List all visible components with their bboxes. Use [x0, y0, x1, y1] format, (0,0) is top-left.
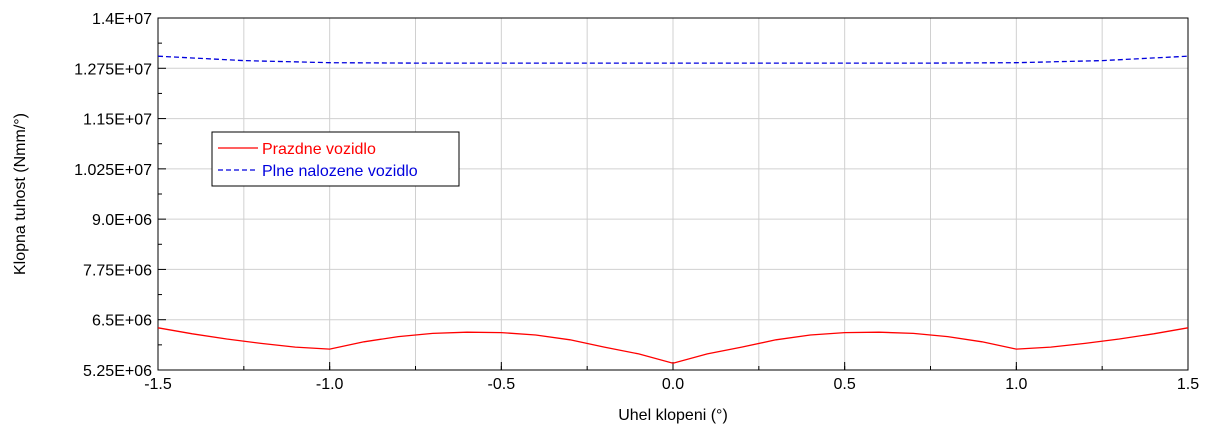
- x-tick-label: -0.5: [488, 376, 516, 393]
- y-tick-label: 6.5E+06: [92, 313, 152, 330]
- series-line-prazdne-vozidlo: [157, 327, 1189, 364]
- x-axis-ticks: -1.5 -1.0 -0.5 0.0 0.5 1.0 1.5: [144, 362, 1199, 393]
- y-tick-label: 5.25E+06: [83, 363, 152, 380]
- x-tick-label: -1.0: [316, 376, 344, 393]
- legend-label-prazdne-vozidlo: Prazdne vozidlo: [262, 141, 376, 158]
- series-lines: [157, 55, 1189, 364]
- legend-box: [211, 131, 460, 187]
- y-tick-label: 1.15E+07: [83, 112, 152, 129]
- y-tick-label: 1.025E+07: [74, 162, 152, 179]
- grid-lines: [157, 17, 1189, 371]
- legend: Prazdne vozidlo Plne nalozene vozidlo: [211, 131, 460, 187]
- y-tick-label: 7.75E+06: [83, 262, 152, 279]
- x-axis-label: Uhel klopeni (°): [618, 407, 728, 424]
- y-tick-label: 1.4E+07: [92, 11, 152, 28]
- x-tick-label: 1.0: [1005, 376, 1027, 393]
- y-axis-label: Klopna tuhost (Nmm/°): [12, 113, 29, 275]
- x-tick-label: 0.0: [662, 376, 684, 393]
- y-tick-label: 9.0E+06: [92, 212, 152, 229]
- y-axis-ticks: 5.25E+06 6.5E+06 7.75E+06 9.0E+06 1.025E+07 1…: [74, 11, 166, 380]
- x-tick-label: 1.5: [1177, 376, 1199, 393]
- legend-label-plne-nalozene-vozidlo: Plne nalozene vozidlo: [262, 163, 418, 180]
- y-tick-label: 1.275E+07: [74, 61, 152, 78]
- x-tick-label: 0.5: [834, 376, 856, 393]
- series-line-plne-nalozene-vozidlo: [157, 55, 1189, 64]
- x-tick-label: -1.5: [144, 376, 172, 393]
